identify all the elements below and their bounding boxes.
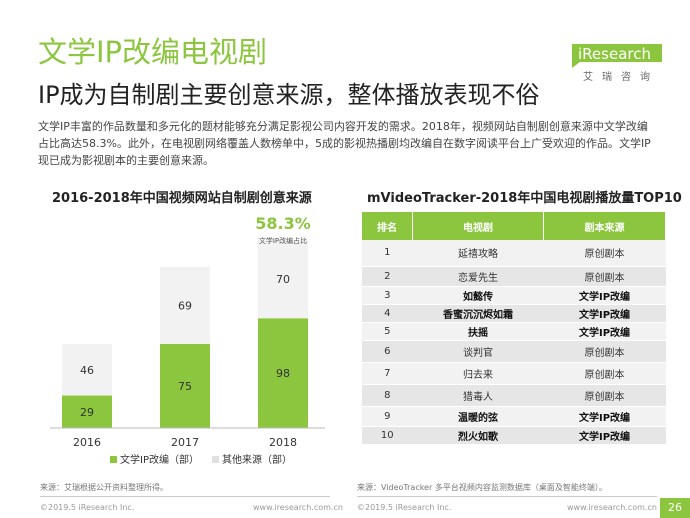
footer-copyright-right: ©2019.5 iResearch Inc. bbox=[357, 503, 452, 512]
bar-ip-2016 bbox=[62, 395, 112, 428]
cell-rank: 7 bbox=[362, 362, 413, 385]
footer-url-right[interactable]: www.iresearch.com.cn bbox=[567, 503, 657, 512]
table-row: 3 如懿传 文学IP改编 bbox=[362, 286, 666, 305]
cell-script-source: 原创剧本 bbox=[543, 240, 666, 267]
bar-other-2017 bbox=[160, 266, 210, 344]
data-label-ip-2016: 29 bbox=[80, 406, 94, 419]
cell-script-source: 文学IP改编 bbox=[543, 286, 666, 305]
cell-script-source: 文学IP改编 bbox=[543, 304, 666, 323]
cell-script-source: 原创剧本 bbox=[543, 384, 666, 407]
table-row: 10 烈火如歌 文学IP改编 bbox=[362, 426, 666, 445]
bar-ip-2018 bbox=[258, 318, 308, 428]
iresearch-logo: iResearch bbox=[566, 40, 666, 80]
bar-chart-title: 2016-2018年中国视频网站自制剧创意来源 bbox=[52, 191, 312, 206]
logo-mark: iResearch bbox=[572, 44, 662, 68]
cell-rank: 4 bbox=[362, 304, 413, 323]
table-row: 2 恋爱先生 原创剧本 bbox=[362, 266, 666, 287]
cell-script-source: 原创剧本 bbox=[543, 362, 666, 385]
cell-drama-name: 猎毒人 bbox=[412, 384, 544, 407]
page-subtitle: IP成为自制剧主要创意来源，整体播放表现不俗 bbox=[38, 81, 540, 109]
legend-swatch-other bbox=[212, 456, 219, 463]
cell-drama-name: 如懿传 bbox=[412, 286, 544, 305]
logo-text: iResearch bbox=[578, 45, 651, 63]
cell-drama-name: 恋爱先生 bbox=[412, 266, 544, 287]
table-row: 5 扶摇 文学IP改编 bbox=[362, 322, 666, 341]
cell-rank: 2 bbox=[362, 266, 413, 287]
x-tick-label-2018: 2018 bbox=[269, 436, 297, 449]
cell-rank: 5 bbox=[362, 322, 413, 341]
top10-table: 排名 电视剧 剧本来源 1 延禧攻略 原创剧本 2 恋爱先生 原创剧本 3 如懿传 文学IP改编… bbox=[362, 212, 666, 445]
bar-ip-2017 bbox=[160, 344, 210, 428]
cell-drama-name: 扶摇 bbox=[412, 322, 544, 341]
cell-rank: 8 bbox=[362, 384, 413, 407]
footer-url-left[interactable]: www.iresearch.com.cn bbox=[253, 503, 343, 512]
data-label-other-2016: 46 bbox=[80, 364, 94, 377]
legend-swatch-ip bbox=[110, 456, 117, 463]
cell-script-source: 文学IP改编 bbox=[543, 322, 666, 341]
column-header-source: 剧本来源 bbox=[543, 212, 666, 240]
cell-script-source: 原创剧本 bbox=[543, 340, 666, 363]
page-title: 文学IP改编电视剧 bbox=[38, 35, 268, 69]
legend-label-ip: 文学IP改编（部） bbox=[120, 453, 199, 466]
cell-script-source: 原创剧本 bbox=[543, 266, 666, 287]
table-row: 7 归去来 原创剧本 bbox=[362, 362, 666, 385]
stacked-bar-chart: 29 46 2016 75 69 2017 98 70 2018 58.3% 文学IP改编占比文学I… bbox=[50, 214, 325, 466]
cell-drama-name: 谈判官 bbox=[412, 340, 544, 363]
table-row: 4 香蜜沉沉烬如霜 文学IP改编 bbox=[362, 304, 666, 323]
cell-rank: 3 bbox=[362, 286, 413, 305]
cell-drama-name: 香蜜沉沉烬如霜 bbox=[412, 304, 544, 323]
source-note-left: 来源：艾瑞根据公开资料整理所得。 bbox=[40, 483, 168, 492]
table-row: 6 谈判官 原创剧本 bbox=[362, 340, 666, 363]
page-number: 26 bbox=[660, 498, 690, 518]
cell-rank: 6 bbox=[362, 340, 413, 363]
table-title: mVideoTracker-2018年中国电视剧播放量TOP10 bbox=[367, 191, 682, 206]
footer-divider-left bbox=[40, 496, 330, 497]
cell-drama-name: 归去来 bbox=[412, 362, 544, 385]
footer-divider-right bbox=[357, 496, 657, 497]
cell-rank: 9 bbox=[362, 406, 413, 427]
description-paragraph: 文学IP丰富的作品数量和多元化的题材能够充分满足影视公司内容开发的需求。2018… bbox=[38, 120, 651, 167]
share-annotation-label: 文学IP改编占比 bbox=[259, 236, 307, 245]
cell-drama-name: 延禧攻略 bbox=[412, 240, 544, 267]
x-tick-label-2016: 2016 bbox=[73, 436, 101, 449]
source-note-right: 来源：VideoTracker 多平台视频内容监测数据库（桌面及智能终端）。 bbox=[357, 483, 607, 492]
share-annotation-value: 58.3% bbox=[255, 214, 311, 233]
column-header-rank: 排名 bbox=[362, 212, 413, 240]
data-label-ip-2018: 98 bbox=[276, 367, 290, 380]
footer-copyright-left: ©2019.5 iResearch Inc. bbox=[40, 503, 135, 512]
cell-drama-name: 温暖的弦 bbox=[412, 406, 544, 427]
cell-script-source: 文学IP改编 bbox=[543, 406, 666, 427]
cell-rank: 1 bbox=[362, 240, 413, 267]
data-label-other-2018: 70 bbox=[276, 273, 290, 286]
x-tick-label-2017: 2017 bbox=[171, 436, 199, 449]
data-label-other-2017: 69 bbox=[178, 299, 192, 312]
cell-rank: 10 bbox=[362, 426, 413, 445]
cell-script-source: 文学IP改编 bbox=[543, 426, 666, 445]
bar-other-2018 bbox=[258, 239, 308, 319]
bar-other-2016 bbox=[62, 344, 112, 396]
cell-drama-name: 烈火如歌 bbox=[412, 426, 544, 445]
data-label-ip-2017: 75 bbox=[178, 380, 192, 393]
legend-label-other: 其他来源（部） bbox=[222, 453, 292, 466]
table-row: 8 猎毒人 原创剧本 bbox=[362, 384, 666, 407]
table-row: 1 延禧攻略 原创剧本 bbox=[362, 240, 666, 267]
table-row: 9 温暖的弦 文学IP改编 bbox=[362, 406, 666, 427]
logo-subtext: 艾瑞咨询 bbox=[583, 72, 659, 83]
column-header-drama: 电视剧 bbox=[412, 212, 544, 240]
